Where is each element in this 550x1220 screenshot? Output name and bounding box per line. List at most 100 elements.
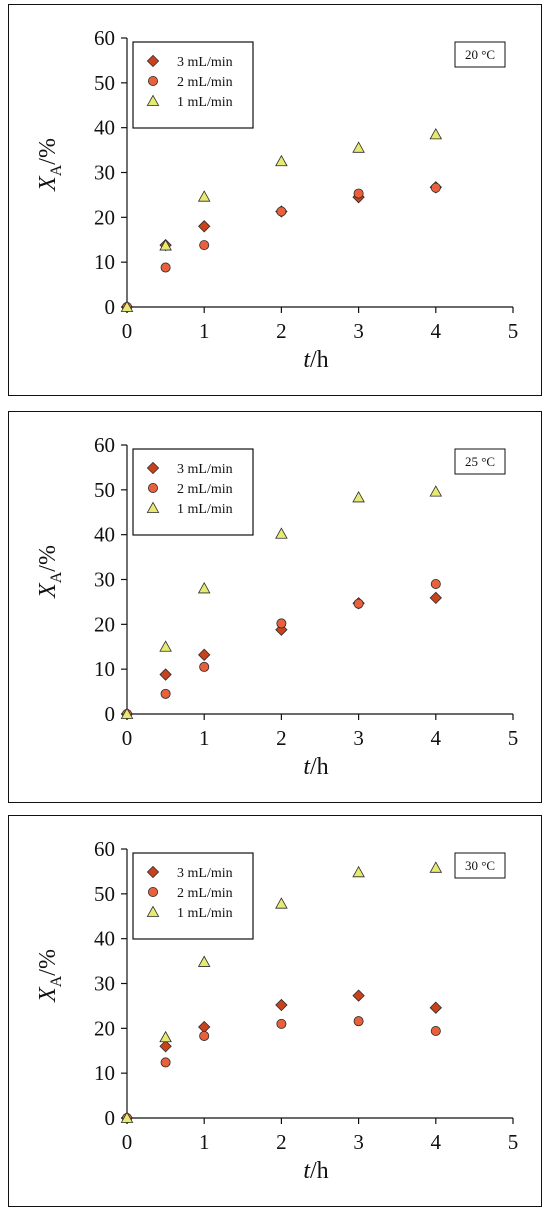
- data-point: [120, 300, 134, 312]
- legend-label: 1 mL/min: [177, 502, 233, 517]
- x-tick-label: 5: [508, 1130, 519, 1154]
- y-axis-label: XA/%: [35, 545, 65, 599]
- y-tick-label: 10: [94, 657, 115, 681]
- data-point: [199, 661, 210, 672]
- x-tick-label: 5: [508, 319, 519, 343]
- data-point: [352, 989, 365, 1002]
- x-tick-label: 0: [122, 1130, 133, 1154]
- data-point: [275, 998, 288, 1012]
- legend-marker: [146, 501, 160, 513]
- data-point: [429, 485, 443, 497]
- data-point: [353, 1016, 364, 1027]
- legend-marker: [146, 94, 160, 106]
- data-point: [276, 618, 287, 629]
- legend-marker: [147, 483, 158, 494]
- y-tick-label: 40: [94, 116, 115, 140]
- data-point: [197, 582, 211, 594]
- temperature-label: 30 °C: [465, 858, 495, 873]
- chart-svg: 0 10 20 30 40 50 60 0 1 2 3 4 5 t/h XA/% 3 mL/min 2 mL/m…: [35, 433, 519, 780]
- x-tick-label: 3: [353, 319, 364, 343]
- data-point: [430, 1026, 441, 1037]
- data-point: [353, 188, 364, 199]
- data-point: [159, 1030, 172, 1043]
- data-point: [199, 1030, 210, 1041]
- x-tick-label: 1: [199, 726, 210, 750]
- temperature-box: [454, 448, 506, 475]
- data-point: [429, 591, 442, 605]
- legend-label: 1 mL/min: [177, 906, 233, 921]
- data-point: [159, 239, 172, 251]
- y-tick-label: 30: [94, 161, 115, 185]
- data-point: [120, 707, 134, 719]
- data-point: [198, 220, 211, 233]
- data-point: [353, 598, 364, 609]
- y-tick-label: 50: [94, 882, 115, 906]
- temperature-label: 20 °C: [465, 47, 495, 62]
- y-axis-label: XA/%: [35, 138, 65, 192]
- legend-marker: [146, 54, 160, 68]
- legend-label: 3 mL/min: [177, 55, 233, 70]
- data-point: [198, 1020, 211, 1034]
- series-1-ml-min: [120, 127, 443, 312]
- x-tick-label: 3: [353, 1130, 364, 1154]
- y-tick-label: 30: [94, 972, 115, 996]
- x-tick-label: 0: [122, 319, 133, 343]
- x-axis-label: t/h: [303, 1158, 328, 1184]
- data-point: [275, 623, 288, 636]
- chart-svg: 0 10 20 30 40 50 60 0 1 2 3 4 5 t/h XA/% 3 mL/min 2 mL/m…: [35, 837, 519, 1184]
- x-tick-label: 3: [353, 726, 364, 750]
- data-point: [199, 240, 210, 251]
- y-tick-label: 0: [105, 1106, 116, 1130]
- data-point: [197, 955, 211, 967]
- data-point: [430, 578, 441, 589]
- data-point: [197, 190, 211, 202]
- x-tick-label: 1: [199, 319, 210, 343]
- y-tick-label: 20: [94, 205, 115, 229]
- data-point: [429, 127, 443, 140]
- chart-svg: 0 10 20 30 40 50 60 0 1 2 3 4 5 t/h XA/% 3 mL/min 2 mL/m…: [35, 26, 519, 373]
- x-tick-label: 4: [431, 319, 442, 343]
- series-1-ml-min: [120, 861, 443, 1123]
- data-point: [275, 527, 288, 539]
- x-tick-label: 2: [276, 1130, 287, 1154]
- data-point: [352, 491, 365, 503]
- data-point: [275, 154, 288, 167]
- y-tick-label: 10: [94, 1061, 115, 1085]
- y-tick-label: 50: [94, 71, 115, 95]
- legend-label: 2 mL/min: [177, 75, 233, 90]
- x-tick-label: 2: [276, 319, 287, 343]
- legend-label: 3 mL/min: [177, 462, 233, 477]
- temperature-box: [454, 852, 506, 879]
- data-point: [429, 1001, 442, 1014]
- x-tick-label: 0: [122, 726, 133, 750]
- legend-marker: [146, 865, 160, 879]
- chart-panel-1: 0 10 20 30 40 50 60 0 1 2 3 4 5 t/h XA/% 3 mL/min 2 mL/m…: [8, 4, 542, 396]
- y-tick-label: 50: [94, 478, 115, 502]
- data-point: [198, 648, 211, 661]
- legend-label: 1 mL/min: [177, 95, 233, 110]
- data-point: [276, 206, 287, 217]
- y-tick-label: 40: [94, 927, 115, 951]
- x-tick-label: 4: [431, 1130, 442, 1154]
- data-point: [120, 1111, 134, 1123]
- y-tick-label: 60: [94, 837, 115, 861]
- legend-label: 3 mL/min: [177, 866, 233, 881]
- data-point: [429, 861, 443, 873]
- x-tick-label: 5: [508, 726, 519, 750]
- x-tick-label: 2: [276, 726, 287, 750]
- series-3-ml-min: [120, 591, 442, 721]
- chart-panel-2: 0 10 20 30 40 50 60 0 1 2 3 4 5 t/h XA/% 3 mL/min 2 mL/m…: [8, 411, 542, 803]
- y-tick-label: 0: [105, 295, 116, 319]
- data-point: [160, 262, 171, 273]
- data-point: [160, 1057, 171, 1068]
- series-3-ml-min: [120, 989, 442, 1125]
- y-tick-label: 60: [94, 26, 115, 50]
- series-2-ml-min: [122, 1016, 441, 1123]
- y-tick-label: 0: [105, 702, 116, 726]
- y-tick-label: 30: [94, 568, 115, 592]
- temperature-box: [454, 41, 506, 68]
- series-1-ml-min: [120, 485, 443, 719]
- legend-marker: [147, 76, 158, 87]
- legend-marker: [146, 905, 160, 917]
